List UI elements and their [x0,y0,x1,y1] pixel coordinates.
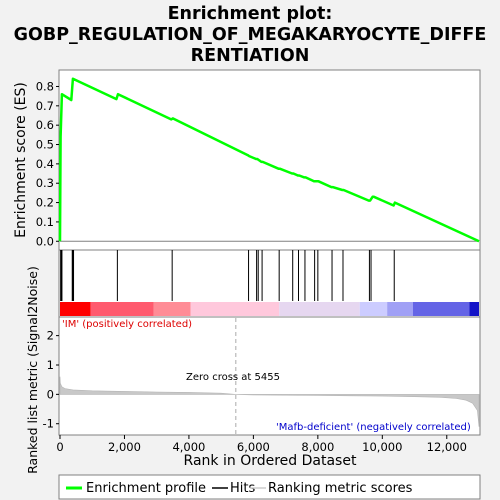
es-y-tick-label: 0.5 [36,138,54,152]
heatmap-segment [60,302,91,316]
legend-hits-label: Hits [230,481,255,496]
es-y-ticks: 0.0 0.1 0.2 0.3 0.4 0.5 0.6 0.7 0.8 [36,79,59,248]
x-tick-label: 8,000 [301,440,334,454]
zero-cross-label: Zero cross at 5455 [186,372,280,383]
ranking-metric-plot [59,318,480,434]
title-line-1: Enrichment plot: [168,4,333,24]
es-y-tick-label: 0.2 [36,196,54,210]
es-y-tick-label: 0.8 [36,79,54,93]
es-y-axis-title: Enrichment score (ES) [13,82,29,238]
metric-y-tick-label: 2 [47,329,54,343]
x-tick-label: 6,000 [237,440,270,454]
heatmap-segment [469,302,479,316]
rank-heatmap [60,302,479,316]
metric-y-ticks: -1 0 1 2 [43,329,59,431]
metric-y-tick-label: -1 [43,417,54,431]
es-y-tick-label: 0.7 [36,99,54,113]
hits-plot [60,250,395,301]
x-tick-label: 10,000 [362,440,402,454]
es-y-tick-label: 0.1 [36,215,54,229]
x-tick-label: 0 [56,440,63,454]
metric-y-axis-title: Ranked list metric (Signal2Noise) [25,266,40,474]
ranking-metric-area [59,376,480,427]
legend-box [58,474,481,500]
metric-y-tick-label: 0 [47,387,54,401]
heatmap-segment [387,302,413,316]
negative-label: 'Mafb-deficient' (negatively correlated) [276,422,471,433]
x-tick-label: 2,000 [108,440,141,454]
heatmap-segment [153,302,191,316]
heatmap-segment [359,302,388,316]
heatmap-segment [279,302,360,316]
heatmap-segment [90,302,154,316]
legend-metric-label: Ranking metric scores [268,481,413,496]
metric-y-tick-label: 1 [47,358,54,372]
positive-label: 'IM' (positively correlated) [62,319,192,330]
es-y-tick-label: 0.0 [36,234,54,248]
enrichment-profile-plot [58,77,480,243]
x-tick-label: 12,000 [427,440,467,454]
enrichment-profile-line [58,77,480,243]
legend-enrichment-label: Enrichment profile [86,481,206,496]
x-tick-label: 4,000 [172,440,205,454]
metric-panel [58,316,481,436]
title-line-2: GOBP_REGULATION_OF_MEGAKARYOCYTE_DIFFE [14,25,487,45]
x-ticks: 0 2,000 4,000 6,000 8,000 10,000 12,000 [56,435,467,454]
x-axis-title: Rank in Ordered Dataset [184,453,357,469]
title-line-3: RENTIATION [191,46,310,66]
es-y-tick-label: 0.4 [36,157,54,171]
heatmap-segment [190,302,280,316]
heatmap-segment [412,302,470,316]
es-y-tick-label: 0.3 [36,176,54,190]
es-y-tick-label: 0.6 [36,118,54,132]
